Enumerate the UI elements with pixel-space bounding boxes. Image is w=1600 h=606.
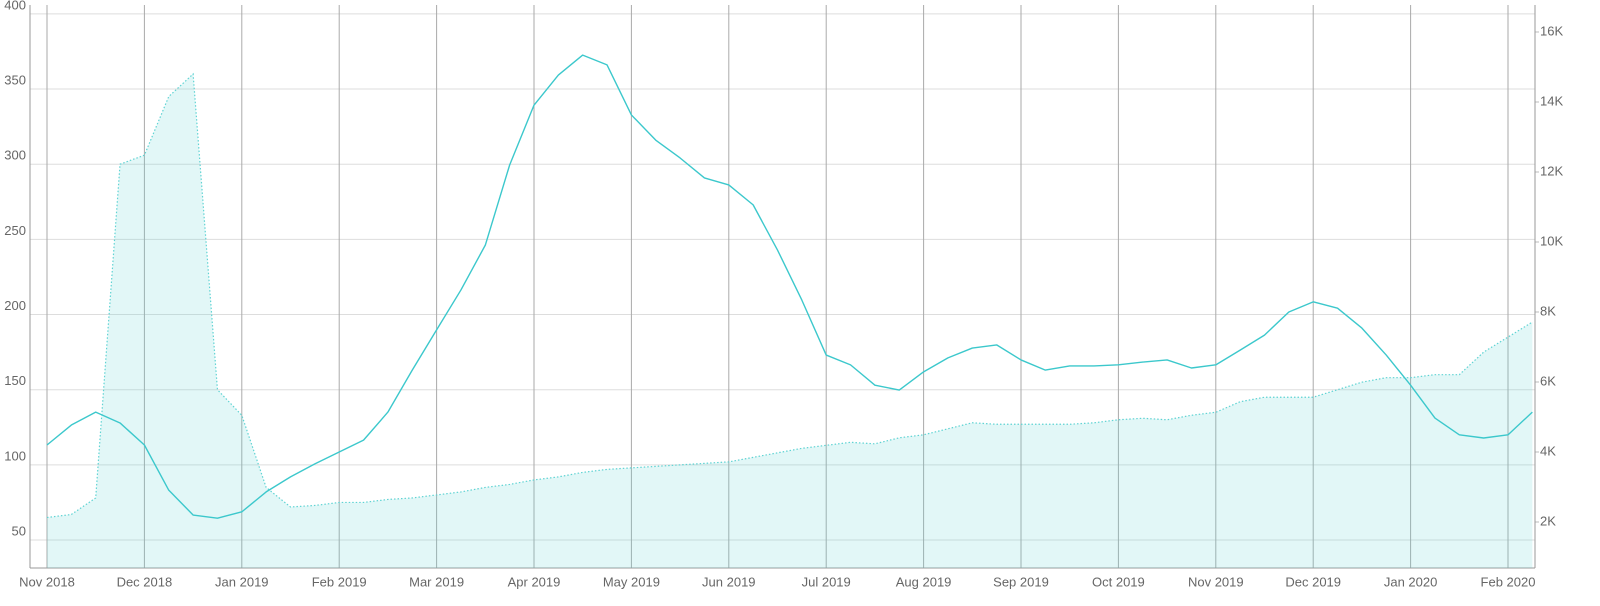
y-tick-label: 300 (4, 148, 26, 163)
y-tick-label: 400 (4, 0, 26, 12)
y-tick-label: 250 (4, 223, 26, 238)
y2-tick-label: 14K (1540, 93, 1563, 108)
y-tick-label: 350 (4, 72, 26, 87)
y2-tick-label: 2K (1540, 513, 1556, 528)
y2-tick-label: 4K (1540, 443, 1556, 458)
x-tick-label: Jun 2019 (702, 574, 756, 589)
x-tick-label: Jul 2019 (802, 574, 851, 589)
y-tick-label: 150 (4, 373, 26, 388)
y-tick-label: 100 (4, 448, 26, 463)
x-tick-label: Oct 2019 (1092, 574, 1145, 589)
x-tick-label: Nov 2019 (1188, 574, 1244, 589)
x-tick-label: Mar 2019 (409, 574, 464, 589)
line (46, 54, 1533, 519)
area (47, 74, 1533, 568)
y2-tick-label: 10K (1540, 233, 1563, 248)
y2-tick-label: 16K (1540, 23, 1563, 38)
y-tick-label: 200 (4, 298, 26, 313)
x-tick-label: Nov 2018 (19, 574, 75, 589)
y2-tick-label: 12K (1540, 163, 1563, 178)
x-tick-label: Feb 2019 (312, 574, 367, 589)
x-tick-label: Feb 2020 (1481, 574, 1536, 589)
y2-tick-label: 6K (1540, 373, 1556, 388)
area-line (46, 72, 1533, 519)
y2-tick-label: 8K (1540, 303, 1556, 318)
x-tick-label: Apr 2019 (508, 574, 561, 589)
x-tick-label: Sep 2019 (993, 574, 1049, 589)
x-tick-label: May 2019 (603, 574, 660, 589)
y-tick-label: 50 (12, 523, 26, 538)
x-tick-label: Jan 2020 (1384, 574, 1438, 589)
x-tick-label: Dec 2019 (1285, 574, 1341, 589)
x-tick-label: Dec 2018 (117, 574, 173, 589)
x-tick-label: Jan 2019 (215, 574, 269, 589)
x-tick-label: Aug 2019 (896, 574, 952, 589)
